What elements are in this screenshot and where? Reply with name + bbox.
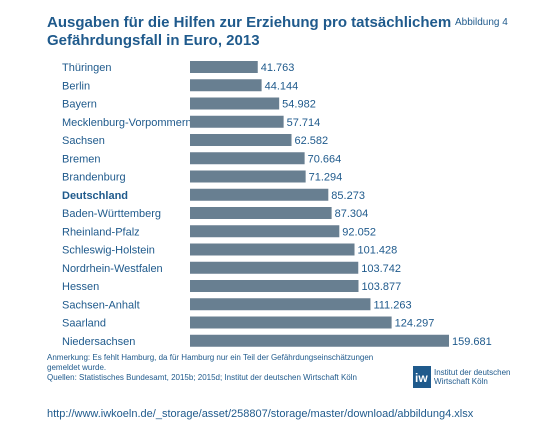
- iw-logo: iw Institut der deutschen Wirtschaft Köl…: [413, 364, 523, 390]
- svg-text:iw: iw: [415, 371, 428, 385]
- value-label: 70.664: [308, 153, 342, 165]
- category-label: Brandenburg: [62, 172, 126, 184]
- category-label: Sachsen-Anhalt: [62, 299, 140, 311]
- chart-title-line-1: Ausgaben für die Hilfen zur Erziehung pr…: [47, 14, 452, 31]
- category-label: Bremen: [62, 153, 101, 165]
- category-label: Berlin: [62, 80, 90, 92]
- category-label: Baden-Württemberg: [62, 208, 161, 220]
- value-label: 71.294: [309, 172, 343, 184]
- value-label: 85.273: [331, 190, 365, 202]
- chart-title-line-2: Gefährdungsfall in Euro, 2013: [47, 32, 260, 49]
- value-label: 54.982: [282, 99, 316, 111]
- category-label: Hessen: [62, 281, 99, 293]
- category-label: Saarland: [62, 318, 106, 330]
- bar: [190, 115, 284, 128]
- bar: [190, 79, 262, 92]
- category-label: Mecklenburg-Vorpommern: [62, 117, 192, 129]
- category-label: Rheinland-Pfalz: [62, 226, 140, 238]
- category-label: Deutschland: [62, 190, 128, 202]
- bar: [190, 134, 292, 146]
- note-line-1: Anmerkung: Es fehlt Hamburg, da für Hamb…: [47, 353, 374, 362]
- value-label: 159.681: [452, 336, 492, 348]
- value-label: 62.582: [295, 135, 329, 147]
- value-label: 92.052: [342, 226, 376, 238]
- note-line-2: gemeldet wurde.: [47, 363, 107, 372]
- bar: [190, 225, 340, 238]
- chart-title: Ausgaben für die Hilfen zur Erziehung pr…: [47, 14, 452, 50]
- bar: [190, 280, 359, 292]
- category-label: Bayern: [62, 99, 97, 111]
- value-label: 41.763: [261, 62, 295, 74]
- logo-text-line-1: Institut der deutschen: [434, 368, 511, 377]
- category-label: Schleswig-Holstein: [62, 245, 155, 257]
- bar: [190, 243, 355, 256]
- bar: [190, 334, 449, 347]
- value-label: 87.304: [335, 208, 369, 220]
- bar: [190, 152, 305, 165]
- bar: [190, 207, 332, 219]
- figure-label: Abbildung 4: [455, 17, 508, 28]
- category-label: Sachsen: [62, 135, 105, 147]
- value-label: 124.297: [395, 318, 435, 330]
- category-label: Nordrhein-Westfalen: [62, 263, 163, 275]
- category-label: Niedersachsen: [62, 336, 135, 348]
- bar-chart: Thüringen 41.763 Berlin 44.144 Bayern 54.982 M…: [62, 61, 492, 348]
- sources-line: Quellen: Statistisches Bundesamt, 2015b;…: [47, 373, 357, 382]
- bar: [190, 298, 371, 311]
- bar: [190, 97, 280, 110]
- chart-note: Anmerkung: Es fehlt Hamburg, da für Hamb…: [47, 353, 397, 383]
- value-label: 57.714: [287, 117, 321, 129]
- bar: [190, 316, 392, 329]
- bar: [190, 170, 306, 183]
- bar: [190, 61, 258, 73]
- download-link[interactable]: http://www.iwkoeln.de/_storage/asset/258…: [47, 408, 474, 420]
- value-label: 101.428: [358, 245, 398, 257]
- value-label: 44.144: [265, 80, 299, 92]
- iw-logo-icon: iw: [413, 366, 431, 388]
- logo-text-line-2: Wirtschaft Köln: [434, 377, 488, 386]
- bar: [190, 188, 329, 201]
- value-label: 103.877: [361, 281, 401, 293]
- bar: [190, 261, 359, 274]
- value-label: 103.742: [361, 263, 401, 275]
- category-label: Thüringen: [62, 62, 112, 74]
- value-label: 111.263: [373, 299, 411, 311]
